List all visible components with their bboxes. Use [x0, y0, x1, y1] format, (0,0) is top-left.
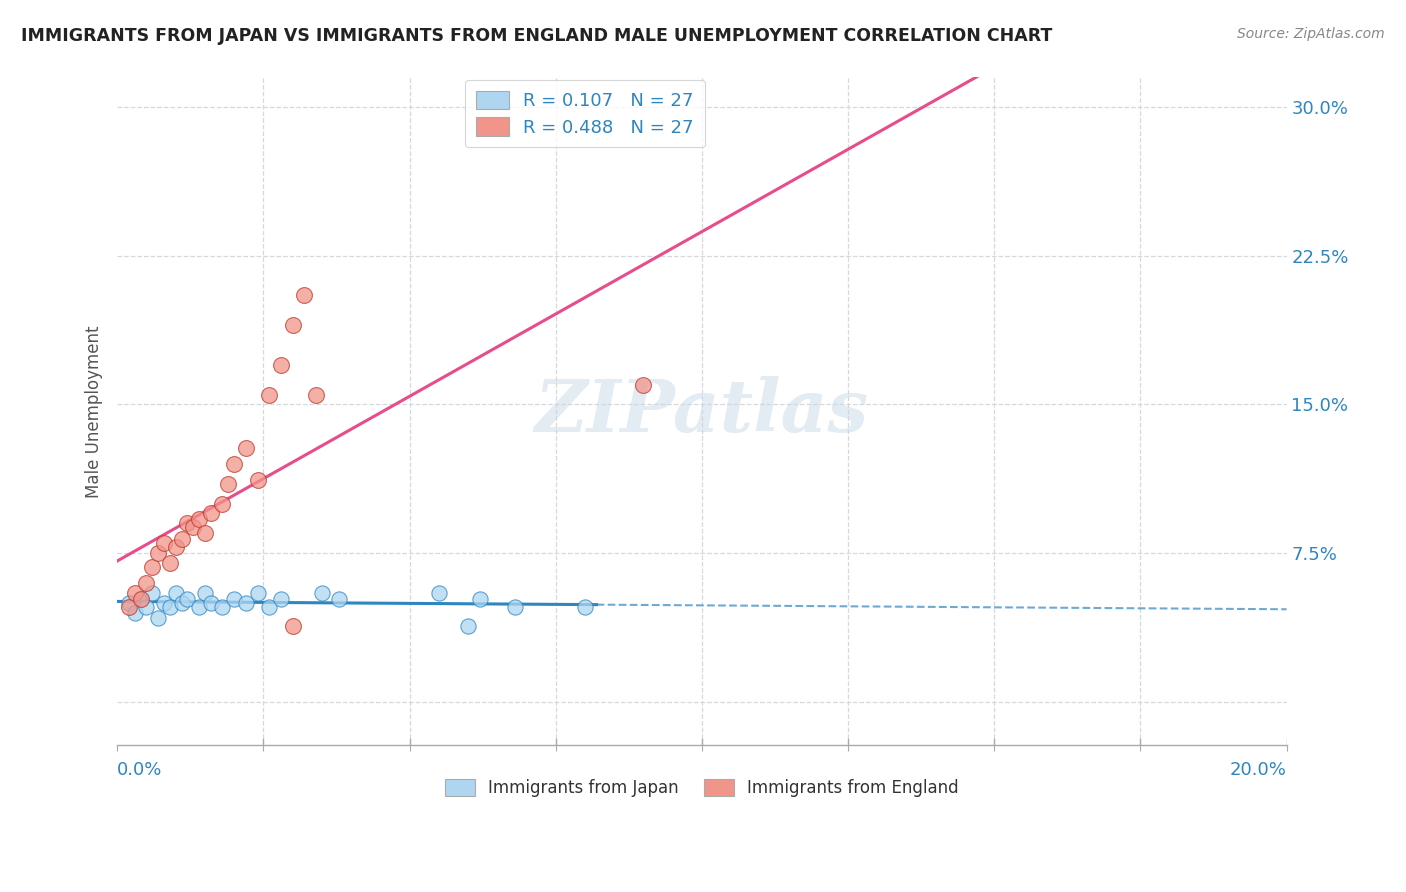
Point — [246, 473, 269, 487]
Point — [124, 585, 146, 599]
Point — [165, 585, 187, 599]
Point — [427, 585, 450, 599]
Point — [176, 591, 198, 606]
Point — [129, 591, 152, 606]
Point — [141, 585, 163, 599]
Text: IMMIGRANTS FROM JAPAN VS IMMIGRANTS FROM ENGLAND MALE UNEMPLOYMENT CORRELATION C: IMMIGRANTS FROM JAPAN VS IMMIGRANTS FROM… — [21, 27, 1053, 45]
Point — [246, 585, 269, 599]
Point — [292, 288, 315, 302]
Point — [200, 507, 222, 521]
Point — [188, 512, 211, 526]
Point — [257, 599, 280, 614]
Point — [305, 387, 328, 401]
Point — [181, 520, 204, 534]
Legend: Immigrants from Japan, Immigrants from England: Immigrants from Japan, Immigrants from E… — [439, 772, 966, 804]
Point — [281, 619, 304, 633]
Point — [146, 546, 169, 560]
Point — [574, 599, 596, 614]
Y-axis label: Male Unemployment: Male Unemployment — [86, 325, 103, 498]
Point — [135, 599, 157, 614]
Point — [468, 591, 491, 606]
Point — [211, 496, 233, 510]
Point — [194, 526, 217, 541]
Point — [224, 591, 246, 606]
Point — [129, 591, 152, 606]
Point — [159, 599, 181, 614]
Point — [503, 599, 526, 614]
Point — [224, 457, 246, 471]
Point — [270, 591, 292, 606]
Point — [153, 596, 176, 610]
Point — [457, 619, 479, 633]
Point — [159, 556, 181, 570]
Point — [165, 540, 187, 554]
Point — [281, 318, 304, 333]
Point — [235, 596, 257, 610]
Point — [328, 591, 350, 606]
Point — [270, 358, 292, 372]
Point — [118, 599, 141, 614]
Text: 0.0%: 0.0% — [117, 761, 163, 779]
Point — [194, 585, 217, 599]
Point — [146, 611, 169, 625]
Point — [200, 596, 222, 610]
Point — [141, 560, 163, 574]
Point — [176, 516, 198, 531]
Point — [170, 532, 193, 546]
Point — [124, 606, 146, 620]
Point — [257, 387, 280, 401]
Point — [235, 441, 257, 455]
Point — [153, 536, 176, 550]
Point — [211, 599, 233, 614]
Point — [633, 377, 655, 392]
Point — [217, 476, 239, 491]
Text: ZIPatlas: ZIPatlas — [534, 376, 869, 447]
Point — [135, 575, 157, 590]
Point — [188, 599, 211, 614]
Point — [170, 596, 193, 610]
Point — [311, 585, 333, 599]
Text: Source: ZipAtlas.com: Source: ZipAtlas.com — [1237, 27, 1385, 41]
Point — [118, 596, 141, 610]
Text: 20.0%: 20.0% — [1230, 761, 1286, 779]
